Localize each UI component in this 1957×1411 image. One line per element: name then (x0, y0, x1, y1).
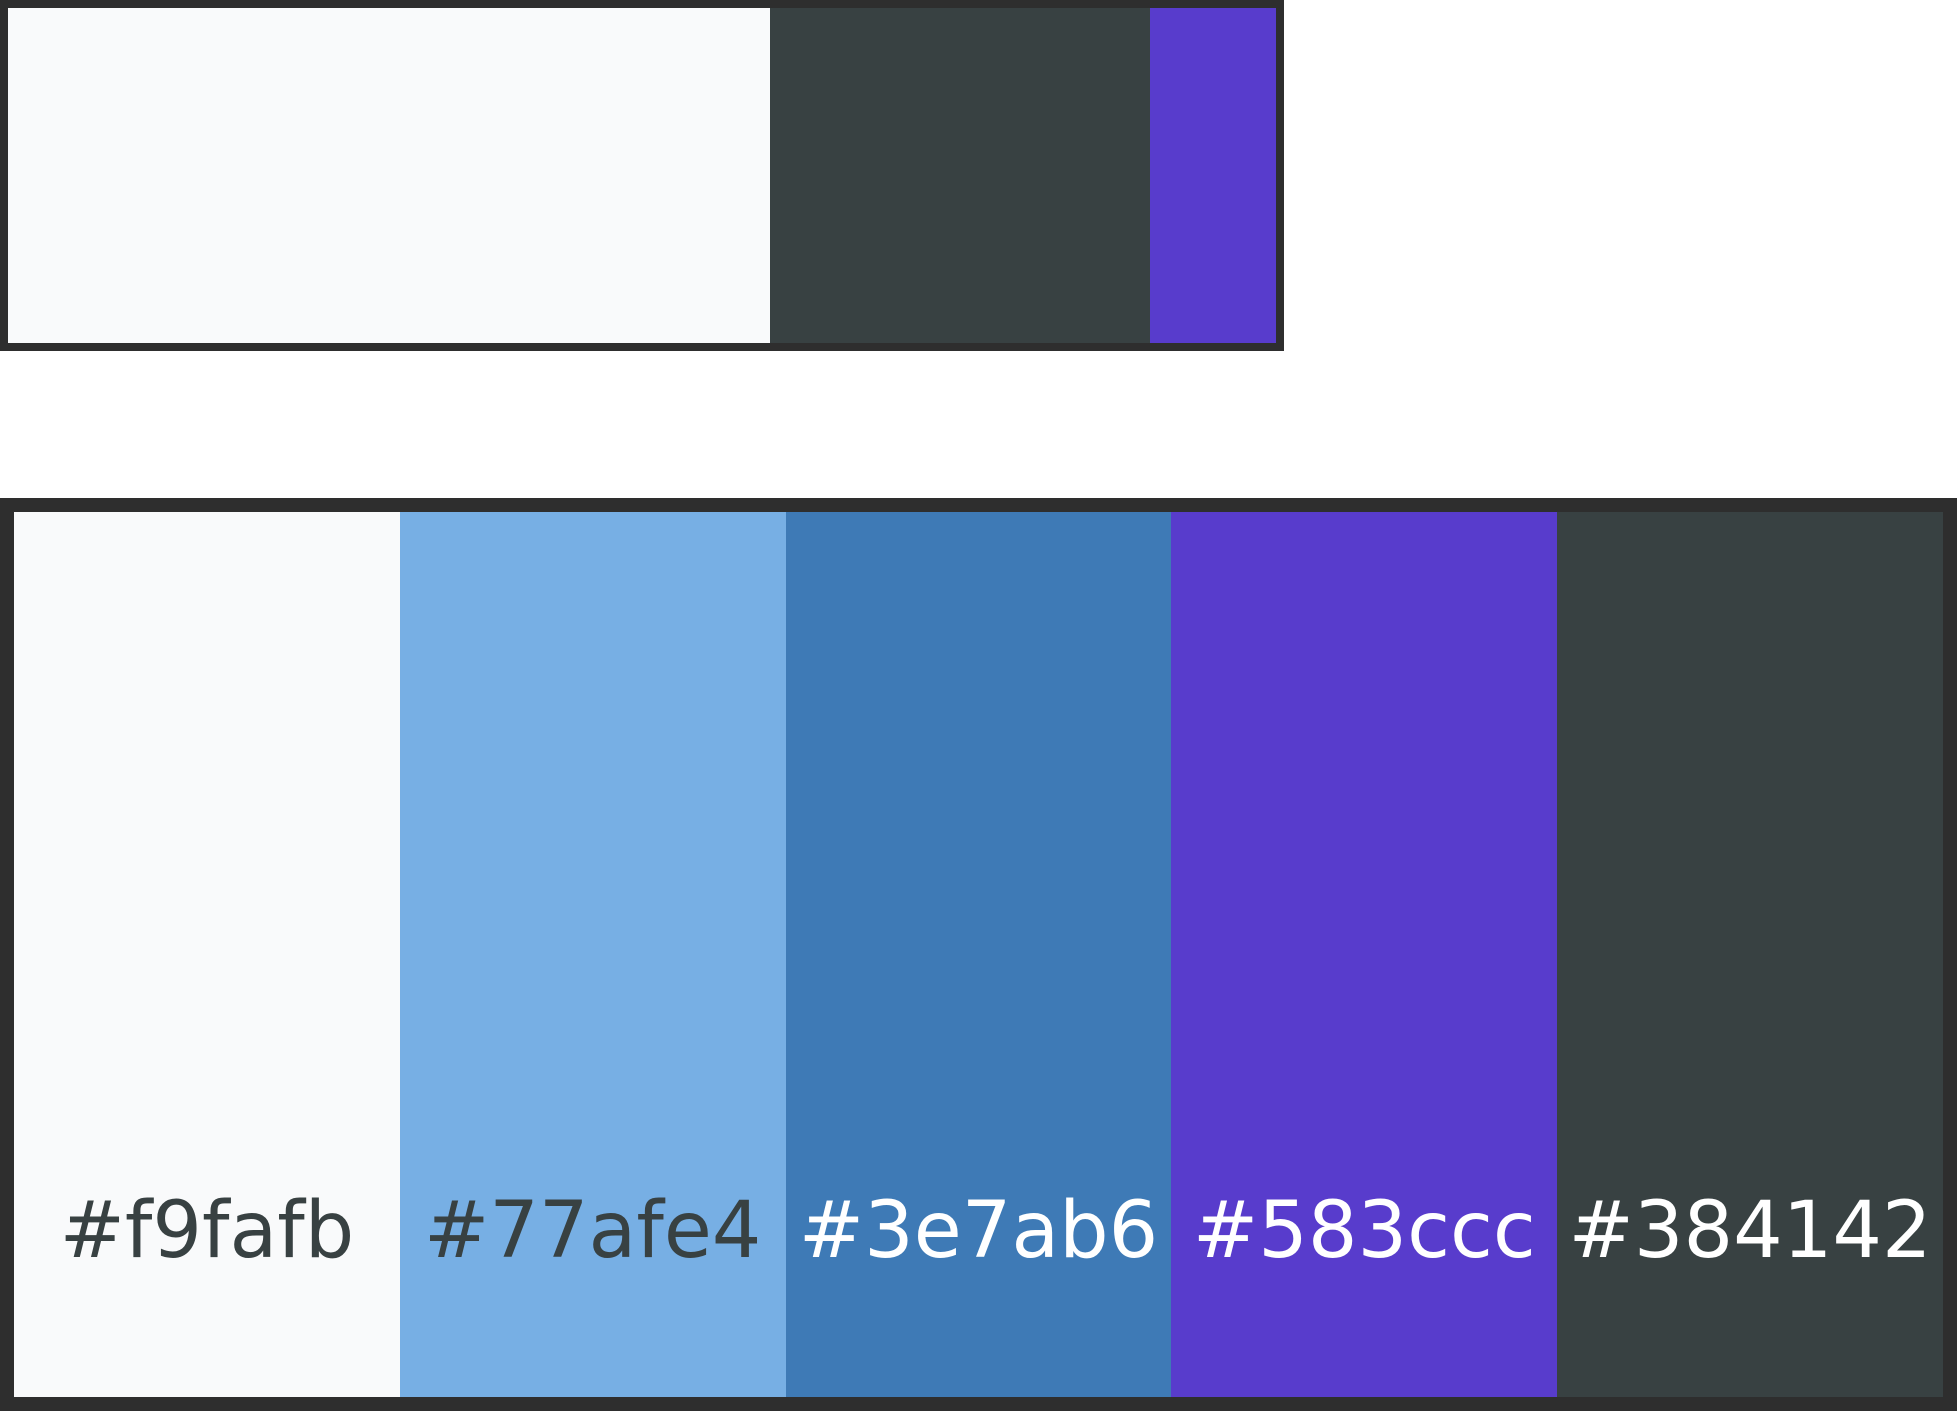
swatch-hex-label: #77afe4 (423, 1186, 762, 1276)
swatch: #384142 (1557, 512, 1943, 1397)
swatch: #583ccc (1171, 512, 1558, 1397)
swatch-hex-label: #583ccc (1192, 1186, 1536, 1276)
swatch-hex-label: #3e7ab6 (798, 1186, 1159, 1276)
ratio-segment-dark (770, 8, 1150, 343)
color-palette: #f9fafb #77afe4 #3e7ab6 #583ccc #384142 (0, 498, 1957, 1411)
swatch: #f9fafb (14, 512, 400, 1397)
swatch: #3e7ab6 (785, 512, 1172, 1397)
swatch-hex-label: #384142 (1568, 1186, 1932, 1276)
ratio-segment-accent (1150, 8, 1276, 343)
swatch-hex-label: #f9fafb (59, 1186, 355, 1276)
ratio-segment-light (8, 8, 770, 343)
color-ratio-bar (0, 0, 1284, 351)
swatch: #77afe4 (399, 512, 786, 1397)
